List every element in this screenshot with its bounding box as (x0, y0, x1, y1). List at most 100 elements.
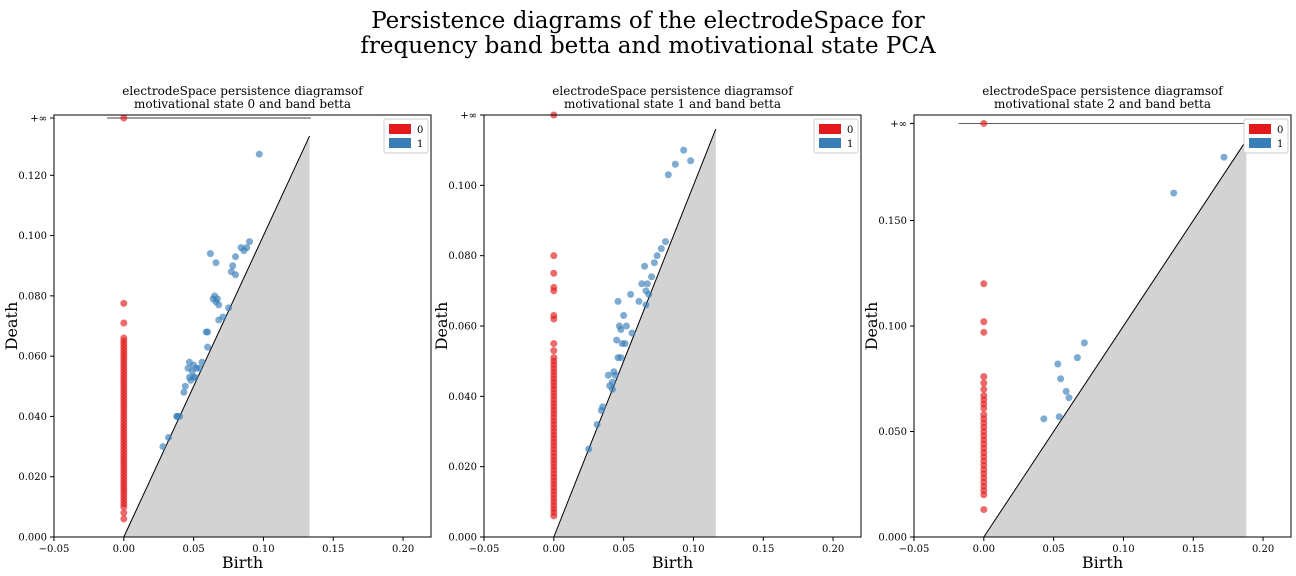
h1-point (662, 238, 670, 246)
x-tick-label: −0.05 (469, 544, 500, 555)
x-tick-label: 0.00 (973, 544, 995, 555)
h1-point (206, 250, 214, 258)
h1-point (187, 376, 195, 384)
infinity-tick-label: +∞ (30, 114, 47, 125)
legend-label-0: 0 (847, 125, 853, 136)
legend-swatch-0 (389, 124, 411, 134)
h1-point (687, 157, 695, 165)
h0-point (980, 379, 988, 387)
h0-point (550, 269, 558, 277)
h1-point (657, 245, 665, 253)
h0-point (120, 319, 128, 327)
h1-point (628, 329, 636, 337)
legend-label-1: 1 (1277, 139, 1283, 150)
h1-point (243, 244, 251, 252)
x-tick-label: 0.15 (1182, 544, 1204, 555)
h0-point (550, 287, 558, 295)
chart-title-line-2: motivational state 1 and band betta (564, 97, 781, 111)
h1-point (255, 150, 263, 158)
x-axis-label: Birth (1082, 553, 1123, 572)
x-tick-label: 0.15 (752, 544, 774, 555)
h1-point (622, 322, 630, 330)
h1-point (198, 358, 206, 366)
legend-swatch-0 (819, 124, 841, 134)
h1-point (635, 297, 643, 305)
h1-point (225, 304, 233, 312)
y-tick-label: 0.120 (18, 171, 47, 182)
y-tick-label: 0.080 (18, 291, 47, 302)
y-tick-label: 0.060 (448, 322, 477, 333)
h0-point (120, 299, 128, 307)
x-axis-label: Birth (652, 553, 693, 572)
h0-point (980, 318, 988, 326)
h1-point (1057, 375, 1065, 383)
h1-point (1220, 153, 1228, 161)
infinity-tick-label: +∞ (460, 111, 477, 122)
y-tick-label: 0.000 (448, 533, 477, 544)
diagonal-line (123, 135, 310, 538)
h1-point (641, 262, 649, 270)
h1-point (173, 412, 181, 420)
legend-label-1: 1 (847, 139, 853, 150)
h1-point (188, 367, 196, 375)
y-tick-label: 0.100 (448, 181, 477, 192)
chart-title-line-1: electrodeSpace persistence diagramsof (122, 84, 364, 98)
y-tick-label: 0.080 (448, 251, 477, 262)
diagonal-line (983, 140, 1247, 538)
h1-point (232, 253, 240, 261)
h1-point (229, 262, 237, 270)
h1-point (648, 273, 656, 281)
x-tick-label: 0.00 (113, 544, 135, 555)
h1-point (664, 171, 672, 179)
h0-point (980, 280, 988, 288)
x-tick-label: 0.05 (182, 544, 204, 555)
h0-point (550, 315, 558, 323)
legend-swatch-1 (389, 138, 411, 148)
h1-point (195, 364, 203, 372)
h1-point (604, 371, 612, 379)
h1-point (1054, 360, 1062, 368)
x-tick-label: 0.20 (1252, 544, 1274, 555)
figure-title-line-1: Persistence diagrams of the electrodeSpa… (371, 8, 925, 34)
h1-point (215, 316, 223, 324)
h1-point (1062, 387, 1070, 395)
h0-point (550, 252, 558, 260)
h1-point (638, 280, 646, 288)
y-axis-label: Death (862, 302, 881, 351)
y-tick-label: 0.150 (878, 216, 907, 227)
h1-point (671, 160, 679, 168)
h0-point (550, 347, 558, 355)
h1-point (245, 238, 253, 246)
chart-1: electrodeSpace persistence diagramsofmot… (432, 84, 862, 572)
h0-point (980, 404, 988, 412)
x-tick-label: 0.10 (682, 544, 704, 555)
infinity-tick-label: +∞ (890, 119, 907, 130)
legend-swatch-1 (819, 138, 841, 148)
y-axis-label: Death (2, 302, 21, 351)
h0-infinite-point (120, 114, 128, 122)
chart-2: electrodeSpace persistence diagramsofmot… (862, 84, 1292, 572)
h0-infinite-point (980, 119, 988, 127)
h1-point (617, 326, 625, 334)
h0-point (980, 373, 988, 381)
h1-point (597, 406, 605, 414)
legend-swatch-1 (1249, 138, 1271, 148)
chart-title-line-1: electrodeSpace persistence diagramsof (982, 84, 1224, 98)
y-tick-label: 0.040 (18, 412, 47, 423)
figure-title-line-2: frequency band betta and motivational st… (360, 33, 936, 59)
h1-point (643, 280, 651, 288)
h1-point (593, 420, 601, 428)
y-tick-label: 0.000 (18, 533, 47, 544)
h1-point (608, 385, 616, 393)
x-tick-label: 0.15 (322, 544, 344, 555)
h1-point (181, 382, 189, 390)
h1-point (1040, 415, 1048, 423)
h1-point (620, 311, 628, 319)
y-tick-label: 0.020 (448, 462, 477, 473)
h1-point (585, 445, 593, 453)
legend-label-0: 0 (417, 125, 423, 136)
h0-point (980, 491, 988, 499)
h0-point (550, 340, 558, 348)
x-tick-label: 0.20 (392, 544, 414, 555)
